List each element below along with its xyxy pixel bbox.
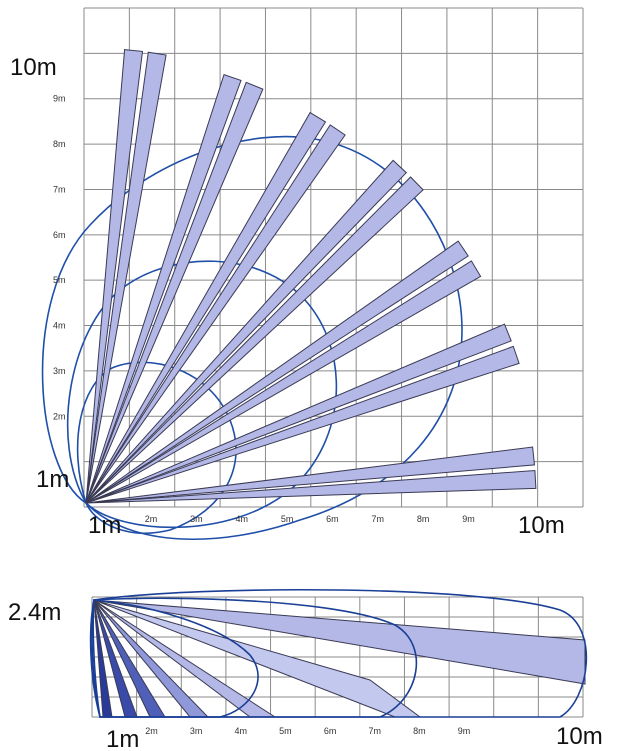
top-detection-beam: [85, 323, 512, 504]
side-x-axis-label: 3m: [190, 726, 203, 736]
side-detection-zone: [92, 599, 259, 718]
side-x-axis-label: 5m: [279, 726, 292, 736]
top-detection-beam: [85, 49, 144, 504]
side-detection-beam: [93, 599, 586, 685]
top-view-diagram: 2m 3m 4m 5m 6m 7m 8m 9m 2m 3m 4m 5m 6m 7m 8m 9m 10m 1m…: [10, 7, 584, 541]
top-detection-beam: [85, 176, 424, 504]
top-x-axis-label: 6m: [326, 514, 339, 524]
top-y-axis-label: 5m: [53, 275, 66, 285]
side-x-axis-label: 6m: [324, 726, 337, 736]
top-view-corner-bottom-label: 1m: [88, 512, 121, 539]
top-detection-beam: [85, 469, 537, 504]
top-x-axis-label: 8m: [417, 514, 430, 524]
side-view-start-label: 1m: [106, 726, 139, 751]
top-y-axis-label: 9m: [53, 94, 66, 104]
top-y-axis-label: 7m: [53, 184, 66, 194]
side-view-beams: [93, 599, 586, 718]
top-view-x-axis-labels: 2m 3m 4m 5m 6m 7m 8m 9m: [145, 514, 475, 524]
side-x-axis-label: 2m: [145, 726, 158, 736]
top-y-axis-label: 6m: [53, 230, 66, 240]
side-detection-zone: [89, 588, 588, 718]
top-x-axis-label: 3m: [190, 514, 203, 524]
top-y-axis-label: 3m: [53, 366, 66, 376]
side-view-x-axis-labels: 2m 3m 4m 5m 6m 7m 8m 9m: [145, 726, 470, 736]
top-detection-beam: [85, 240, 469, 504]
top-view-corner-left-label: 1m: [36, 466, 69, 493]
top-y-axis-label: 8m: [53, 139, 66, 149]
side-x-axis-label: 8m: [413, 726, 426, 736]
side-x-axis-label: 9m: [458, 726, 471, 736]
top-detection-beam: [85, 111, 327, 504]
side-x-axis-label: 7m: [368, 726, 381, 736]
side-view-detection-zones: [89, 588, 588, 718]
top-detection-beam: [85, 51, 167, 504]
side-view-height-label: 2.4m: [8, 599, 61, 626]
top-view-y-axis-labels: 2m 3m 4m 5m 6m 7m 8m 9m: [53, 94, 66, 422]
top-detection-beam: [85, 345, 520, 504]
side-detection-zone: [91, 597, 418, 718]
top-x-axis-label: 9m: [462, 514, 475, 524]
top-x-axis-label: 4m: [235, 514, 248, 524]
top-y-axis-label: 4m: [53, 321, 66, 331]
top-detection-beam: [85, 124, 346, 504]
side-view-end-label: 10m: [556, 723, 603, 750]
top-x-axis-label: 5m: [281, 514, 294, 524]
top-detection-beam: [85, 81, 264, 504]
top-y-axis-label: 2m: [53, 411, 66, 421]
top-detection-beam: [85, 446, 536, 504]
side-view-diagram: 2m 3m 4m 5m 6m 7m 8m 9m 2.4m 1m 10m: [8, 588, 603, 751]
top-x-axis-label: 2m: [145, 514, 158, 524]
side-x-axis-label: 4m: [235, 726, 248, 736]
top-view-range-top-label: 10m: [10, 54, 57, 81]
top-detection-beam: [85, 159, 408, 504]
top-x-axis-label: 7m: [372, 514, 385, 524]
top-view-range-right-label: 10m: [518, 512, 565, 539]
top-detection-beam: [85, 260, 482, 504]
top-detection-beam: [85, 73, 242, 504]
top-view-beams: [85, 49, 537, 504]
